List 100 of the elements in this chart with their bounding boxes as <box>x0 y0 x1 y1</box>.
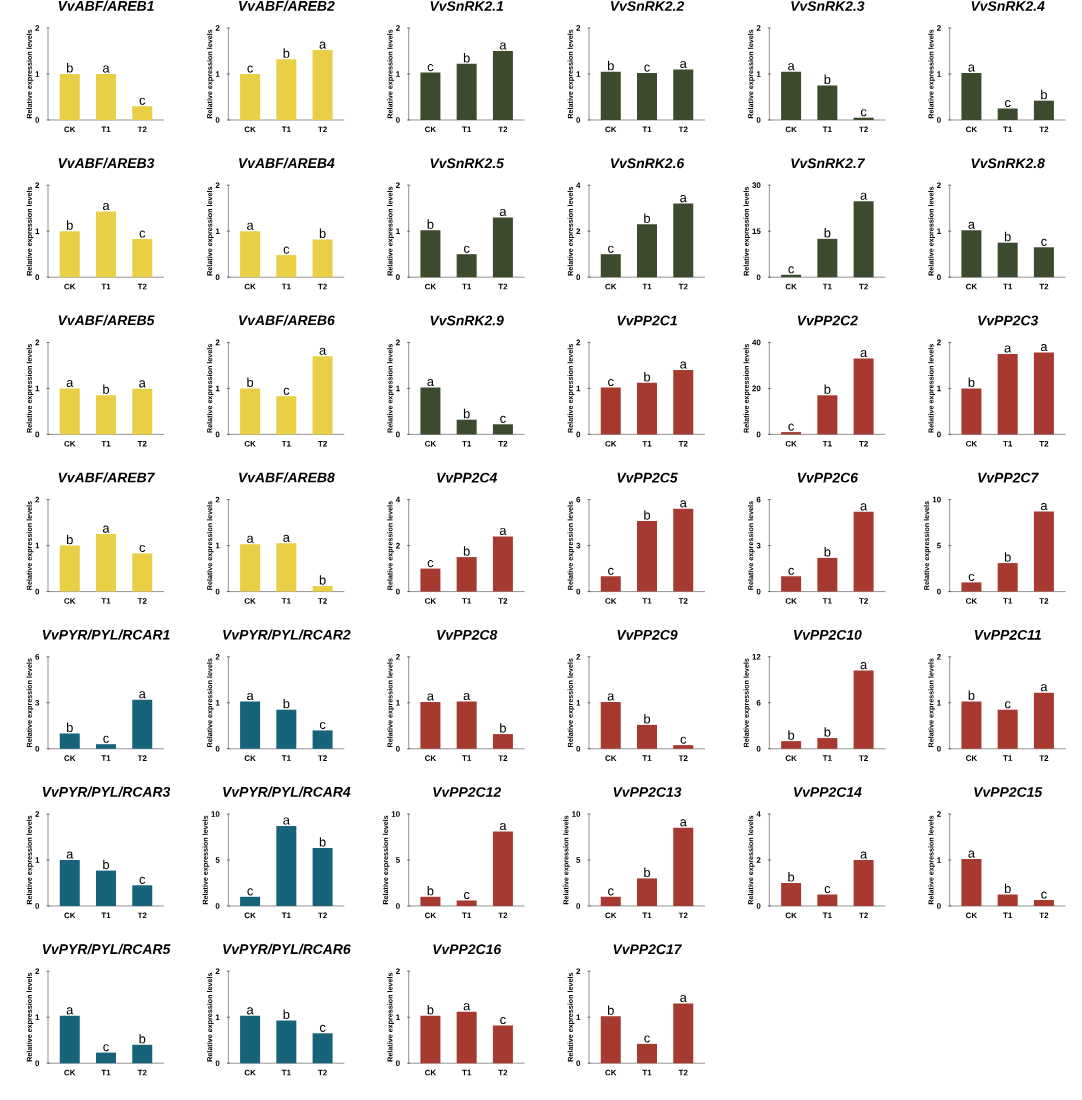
bar <box>673 369 694 435</box>
bar <box>312 586 333 592</box>
bar <box>997 353 1018 435</box>
bar <box>1033 100 1054 120</box>
bar <box>420 1015 441 1064</box>
bar <box>456 63 477 120</box>
bar <box>817 894 838 906</box>
bar <box>96 1052 116 1064</box>
bar <box>781 576 802 592</box>
bar <box>456 419 477 435</box>
bar <box>240 1015 261 1064</box>
bar <box>312 848 333 906</box>
bar <box>132 239 153 278</box>
bar <box>456 557 477 592</box>
bar <box>961 859 982 906</box>
bar <box>781 71 802 120</box>
bar <box>961 388 982 435</box>
bar <box>276 396 297 435</box>
bar <box>853 860 874 906</box>
bar <box>240 544 261 592</box>
bar <box>456 254 477 278</box>
bar <box>492 831 513 906</box>
bar <box>853 358 874 435</box>
bar <box>817 85 838 120</box>
bar <box>132 1044 153 1064</box>
bar <box>853 670 874 749</box>
bar <box>420 387 441 435</box>
bar <box>276 543 297 592</box>
bar <box>853 511 874 592</box>
bar <box>961 701 982 749</box>
bar <box>240 701 261 749</box>
bar <box>637 224 658 278</box>
bar <box>59 733 80 749</box>
bar <box>853 201 874 278</box>
bar <box>637 1043 658 1064</box>
bar <box>637 521 658 592</box>
bar <box>1033 352 1054 435</box>
bar <box>420 701 441 749</box>
bar <box>492 217 513 278</box>
bar <box>1033 900 1054 906</box>
bar <box>96 870 116 906</box>
bar <box>132 885 153 906</box>
bar <box>637 382 658 435</box>
bar <box>492 536 513 592</box>
bar <box>59 231 80 278</box>
bar <box>492 1025 513 1064</box>
bar <box>132 553 153 592</box>
bar <box>817 557 838 592</box>
bar <box>600 576 621 592</box>
bar <box>312 1033 333 1064</box>
bar <box>600 1016 621 1064</box>
bar <box>600 896 621 906</box>
bar <box>240 388 261 435</box>
bar <box>1033 511 1054 592</box>
bar <box>637 878 658 906</box>
bar <box>492 734 513 749</box>
bar <box>781 883 802 906</box>
bar <box>276 255 297 278</box>
bar <box>59 545 80 592</box>
bar <box>312 50 333 120</box>
bar <box>456 1011 477 1064</box>
bar <box>673 827 694 906</box>
bar <box>312 730 333 749</box>
bar <box>59 1015 80 1064</box>
bar <box>961 582 982 592</box>
bar <box>420 568 441 592</box>
bar <box>276 709 297 749</box>
bar <box>456 900 477 906</box>
bar <box>673 1003 694 1064</box>
bar <box>276 825 297 906</box>
bar <box>600 387 621 435</box>
bar <box>961 73 982 120</box>
bar <box>817 738 838 749</box>
bar <box>420 230 441 278</box>
bar <box>276 1020 297 1064</box>
bar <box>420 72 441 120</box>
bar <box>600 254 621 278</box>
bar <box>312 356 333 435</box>
bar <box>817 238 838 278</box>
bar <box>997 563 1018 592</box>
bar <box>96 211 116 278</box>
bar <box>240 896 261 906</box>
bar <box>997 108 1018 120</box>
bar <box>961 230 982 278</box>
bar <box>997 894 1018 906</box>
bar <box>240 231 261 278</box>
bar <box>637 724 658 749</box>
bar <box>673 203 694 278</box>
bar <box>420 896 441 906</box>
bar <box>1033 247 1054 278</box>
bar <box>276 59 297 120</box>
bar <box>492 424 513 435</box>
bar <box>492 50 513 120</box>
bar <box>1033 692 1054 749</box>
bar <box>997 242 1018 278</box>
bar <box>817 395 838 435</box>
bar <box>240 73 261 120</box>
bar <box>132 699 153 749</box>
bar <box>997 709 1018 749</box>
bar <box>96 534 116 592</box>
